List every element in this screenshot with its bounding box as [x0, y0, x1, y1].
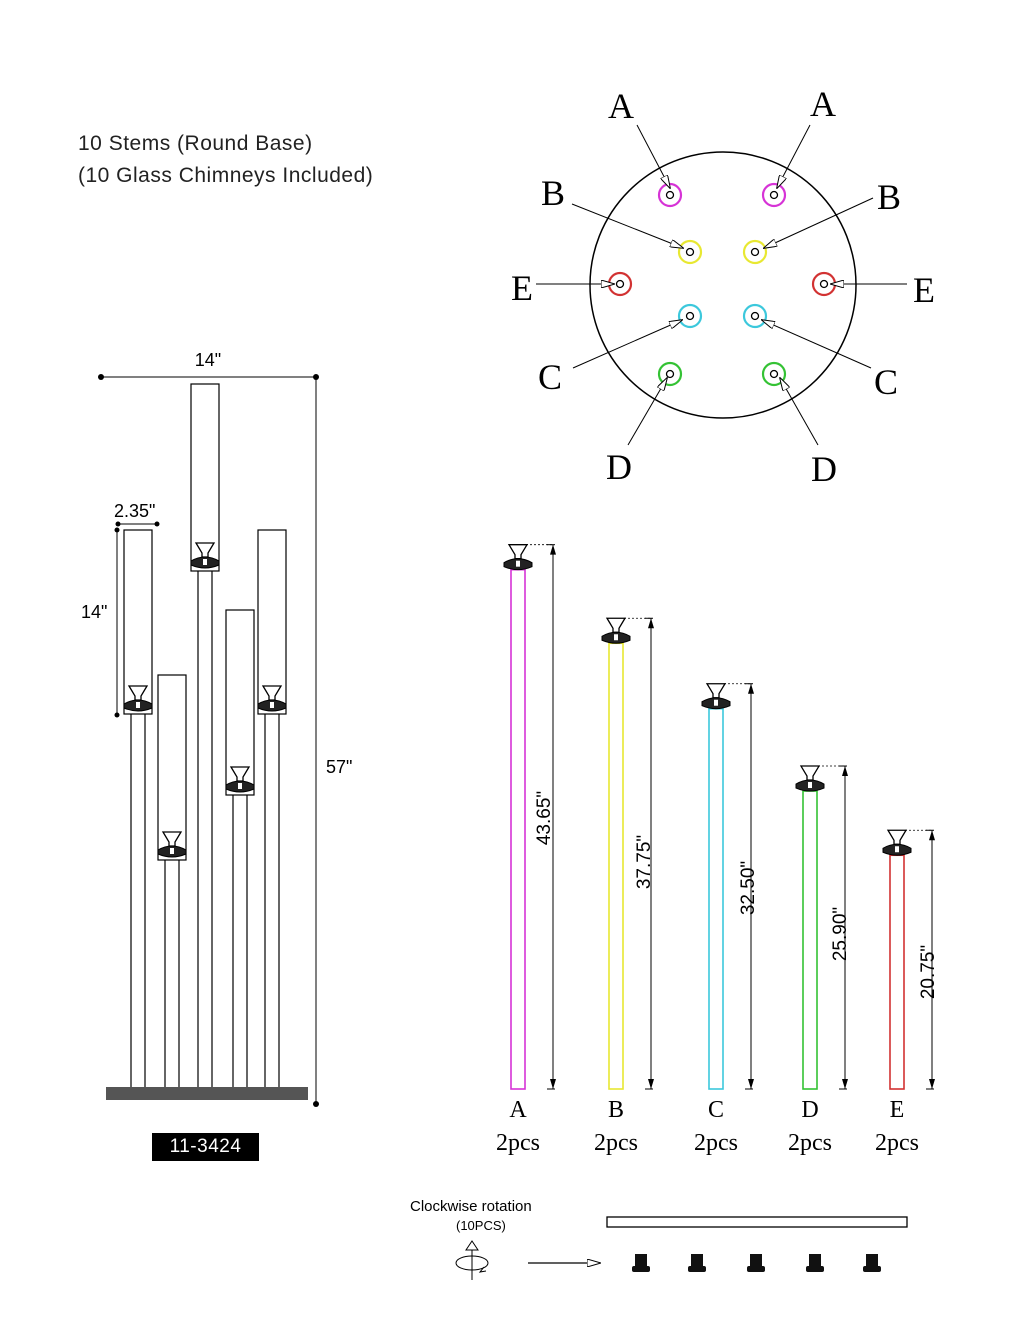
candle-cup-icon [795, 765, 825, 792]
screw-icon-4 [806, 1254, 824, 1272]
round-base [106, 1087, 308, 1100]
stem-a [503, 544, 556, 1090]
stem-length-b: 37.75" [634, 835, 655, 889]
stem-qty-e: 2pcs [875, 1130, 919, 1156]
rotation-label: Clockwise rotation [410, 1198, 532, 1215]
base-hole-layout: A A B B E E C C D D [511, 84, 935, 489]
stem-lengths: A B C D E 2pcs 2pcs 2pcs 2pcs 2pcs 43.65… [496, 544, 939, 1156]
screw-icon-2 [688, 1254, 706, 1272]
hole-c-right [742, 303, 768, 329]
hole-label-a-right: A [810, 84, 836, 124]
hole-label-b-right: B [877, 177, 901, 217]
candle-cup-icon [882, 829, 912, 856]
stem-rod-a [510, 568, 526, 1090]
candle-cup-icon [701, 683, 731, 710]
hole-label-b-left: B [541, 173, 565, 213]
width-dimension-label: 14" [195, 350, 221, 370]
stem-rod-e [889, 854, 905, 1090]
stem-qty-b: 2pcs [594, 1130, 638, 1156]
hole-label-a-left: A [608, 86, 634, 126]
stem-d [795, 765, 848, 1090]
candle-stem-2 [157, 674, 187, 1087]
hole-a-right [761, 182, 787, 208]
candle-cup-icon [503, 544, 533, 571]
stem-length-e: 20.75" [918, 945, 939, 999]
hole-d-right [761, 361, 787, 387]
glass-chimney [190, 383, 220, 572]
hole-label-d-left: D [606, 447, 632, 487]
stem-rod-d [802, 790, 818, 1090]
hole-label-e-left: E [511, 268, 533, 308]
stem-c [701, 683, 754, 1090]
glass-chimney [157, 674, 187, 861]
candle-stem-5 [257, 529, 287, 1087]
screw-icon-5 [863, 1254, 881, 1272]
stem-letter-d: D [801, 1097, 818, 1123]
glass-chimney [257, 529, 287, 715]
rotation-instruction [455, 1216, 908, 1280]
candle-cup-icon [157, 831, 187, 858]
hole-label-d-right: D [811, 449, 837, 489]
stem-qty-d: 2pcs [788, 1130, 832, 1156]
height-dimension-label: 57" [326, 757, 352, 777]
stem-letter-e: E [890, 1097, 905, 1123]
model-number-badge: 11-3424 [152, 1133, 259, 1161]
candle-cup-icon [190, 542, 220, 569]
hole-label-e-right: E [913, 270, 935, 310]
base-circle [589, 151, 857, 419]
stem-qty-a: 2pcs [496, 1130, 540, 1156]
stem-letter-b: B [608, 1097, 624, 1123]
chimney-height-label: 14" [81, 602, 107, 622]
candle-stem-1 [123, 529, 153, 1087]
stem-qty-c: 2pcs [694, 1130, 738, 1156]
hole-label-c-right: C [874, 362, 898, 402]
candle-cup-icon [225, 766, 255, 793]
candelabra-elevation: 14" 57" 2.35" 14" [81, 350, 352, 1107]
product-title: 10 Stems (Round Base) [78, 132, 313, 155]
hole-b-right [742, 239, 768, 265]
stem-length-d: 25.90" [830, 907, 851, 961]
stem-e [882, 829, 935, 1090]
clockwise-rotation-icon [455, 1240, 489, 1280]
screw-icon-3 [747, 1254, 765, 1272]
stem-rod-c [708, 707, 724, 1090]
glass-chimney [225, 609, 255, 796]
stem-b [601, 617, 654, 1090]
candle-stem-3 [190, 383, 220, 1087]
rotation-count: (10PCS) [456, 1218, 506, 1233]
candle-cup-icon [601, 617, 631, 644]
stem-length-a: 43.65" [534, 791, 555, 845]
stem-rod [606, 1216, 908, 1228]
candle-cup-icon [257, 685, 287, 712]
chimney-diameter-label: 2.35" [114, 501, 155, 521]
hole-b-left [677, 239, 703, 265]
hole-label-c-left: C [538, 357, 562, 397]
hole-c-left [677, 303, 703, 329]
screw-icon-1 [632, 1254, 650, 1272]
product-subtitle: (10 Glass Chimneys Included) [78, 164, 374, 187]
candle-cup-icon [123, 685, 153, 712]
stem-letter-a: A [509, 1097, 527, 1123]
hole-e-right [811, 271, 837, 297]
candle-stem-4 [225, 609, 255, 1087]
stem-rod-b [608, 642, 624, 1090]
glass-chimney [123, 529, 153, 715]
stem-letter-c: C [708, 1097, 724, 1123]
stem-length-c: 32.50" [738, 861, 759, 915]
hole-d-left [657, 361, 683, 387]
